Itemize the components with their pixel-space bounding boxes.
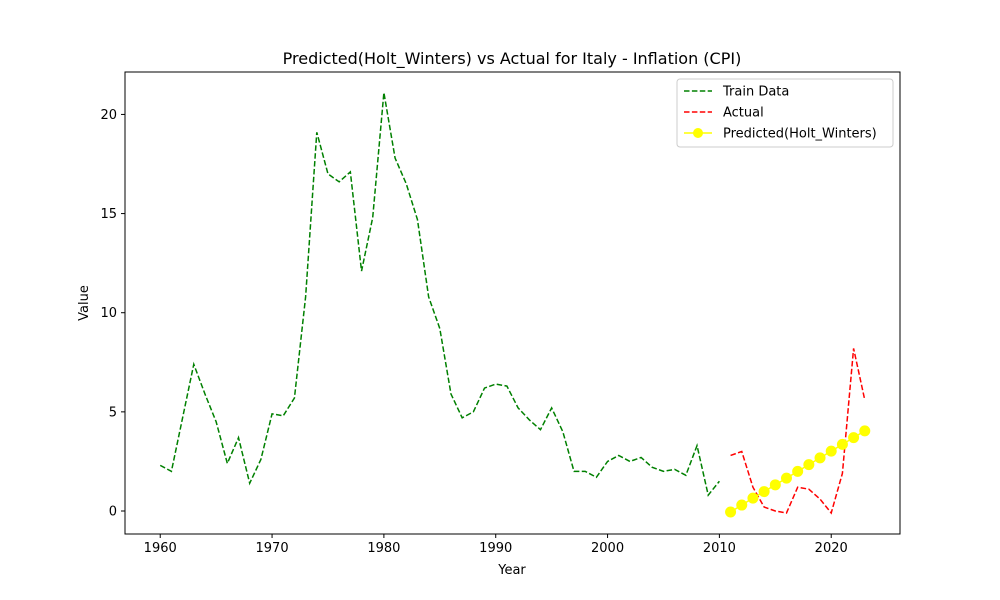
y-tick-label: 5 [109,405,117,420]
x-tick-label: 2000 [591,541,624,556]
legend-label: Actual [723,106,764,121]
y-tick-label: 10 [100,306,117,321]
x-tick-label: 2020 [815,541,848,556]
chart-title: Predicted(Holt_Winters) vs Actual for It… [283,49,742,69]
x-tick-label: 1970 [256,541,289,556]
legend-label: Train Data [722,85,789,100]
predicted-point [825,445,837,457]
legend-marker [693,128,703,138]
series-line-0 [159,92,720,497]
x-axis: 1960 1970 1980 1990 2000 2010 2020 [144,534,848,556]
predicted-point [848,432,860,444]
y-tick-label: 15 [100,207,117,222]
series-line-1 [730,348,866,515]
predicted-point [747,492,759,504]
predicted-point [803,459,815,471]
predicted-point [814,452,826,464]
x-axis-label: Year [497,563,526,578]
predicted-point [836,438,848,450]
predicted-point [792,465,804,477]
x-tick-label: 1990 [479,541,512,556]
y-tick-label: 20 [100,108,117,123]
predicted-point [736,499,748,511]
predicted-point [725,506,737,518]
plot-frame [124,71,901,535]
predicted-point [758,486,770,498]
y-axis: 0 5 10 15 20 [100,108,125,519]
predicted-point [780,472,792,484]
predicted-point [859,425,871,437]
x-tick-label: 1960 [144,541,177,556]
legend-box [676,78,894,148]
legend-label: Predicted(Holt_Winters) [723,127,877,142]
x-tick-label: 2010 [703,541,736,556]
predicted-point [769,479,781,491]
x-tick-label: 1980 [367,541,400,556]
legend: Train Data Actual Predicted(Holt_Winters) [676,78,894,148]
y-tick-label: 0 [109,504,117,519]
y-axis-label: Value [77,285,92,321]
